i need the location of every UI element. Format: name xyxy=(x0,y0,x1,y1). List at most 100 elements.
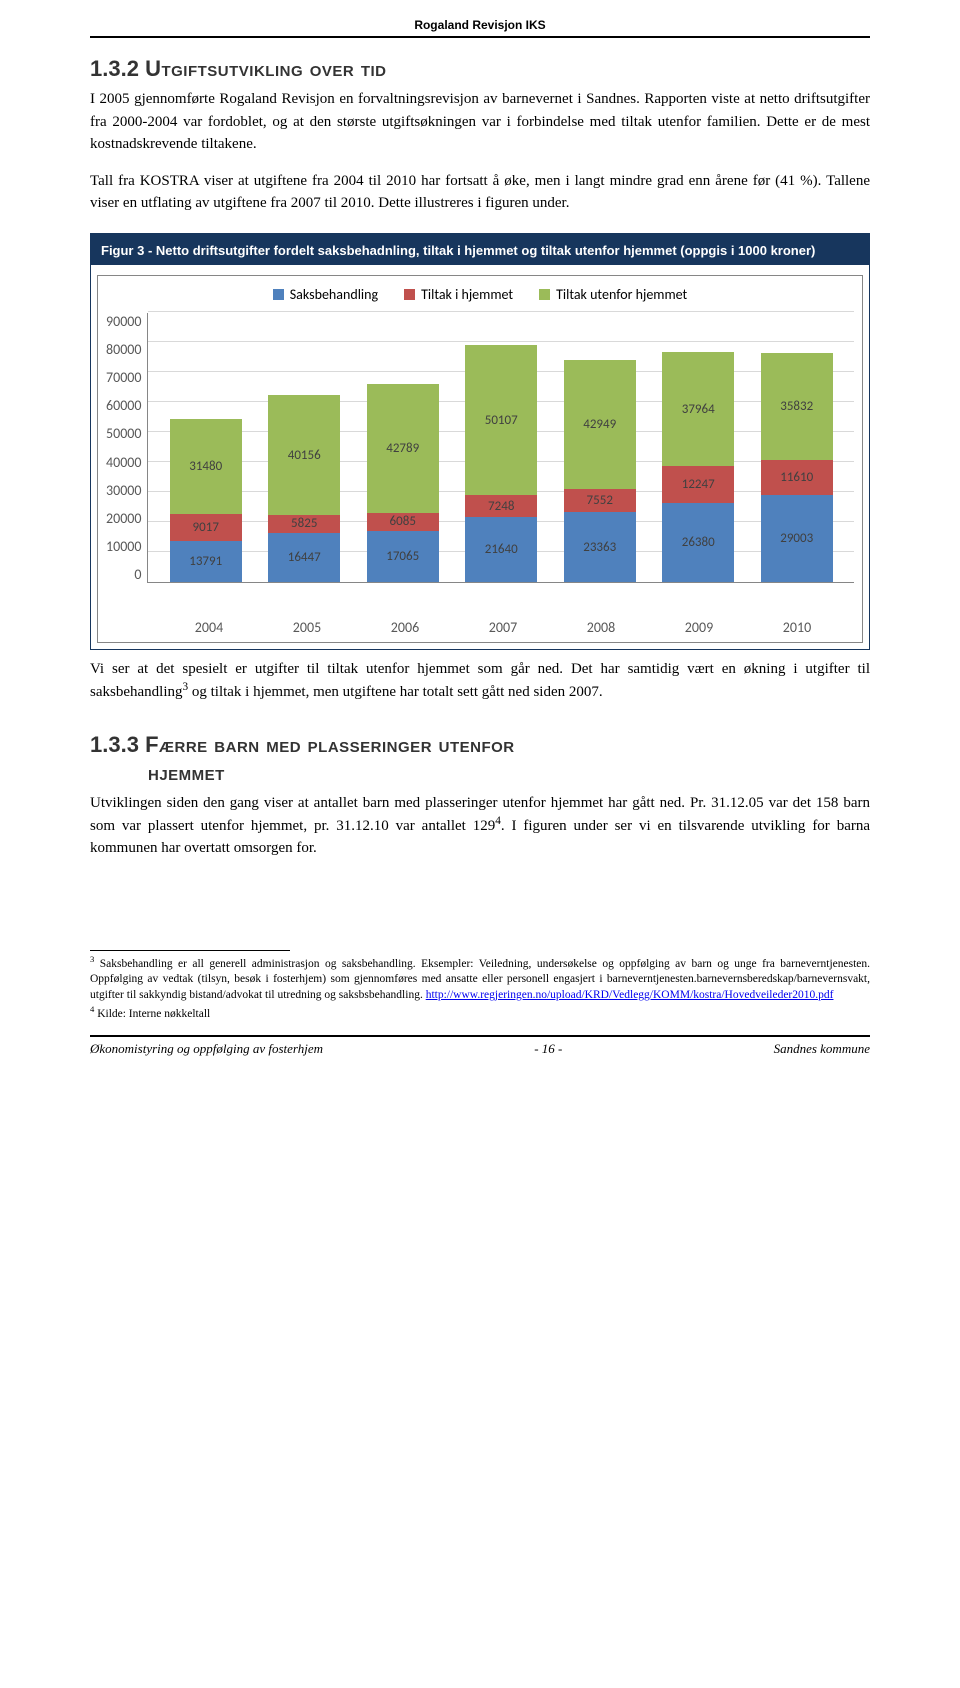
bar-value-label: 29003 xyxy=(780,531,813,546)
legend-item: Saksbehandling xyxy=(273,286,378,303)
x-tick-label: 2005 xyxy=(271,619,343,636)
footnote-3-link[interactable]: http://www.regjeringen.no/upload/KRD/Ved… xyxy=(426,989,834,1001)
bar-value-label: 16447 xyxy=(288,550,321,565)
bar-segment: 13791 xyxy=(170,541,242,582)
bar-segment: 31480 xyxy=(170,419,242,513)
bar-segment: 12247 xyxy=(662,466,734,503)
y-tick-label: 50000 xyxy=(106,425,141,442)
bar-segment: 23363 xyxy=(564,512,636,582)
bar-value-label: 5825 xyxy=(291,516,317,531)
bar-segment: 26380 xyxy=(662,503,734,582)
bar-column: 21640 7248 50107 xyxy=(465,345,537,582)
bar-value-label: 50107 xyxy=(485,413,518,428)
bar-segment: 7248 xyxy=(465,495,537,517)
bottom-rule xyxy=(90,1035,870,1037)
bar-value-label: 42789 xyxy=(386,441,419,456)
legend-item: Tiltak utenfor hjemmet xyxy=(539,286,687,303)
y-tick-label: 20000 xyxy=(106,510,141,527)
section-2-title-line1: Færre barn med plasseringer utenfor xyxy=(145,732,515,757)
x-tick-label: 2010 xyxy=(761,619,833,636)
y-tick-label: 40000 xyxy=(106,454,141,471)
x-tick-label: 2008 xyxy=(565,619,637,636)
legend-swatch xyxy=(539,289,550,300)
figure-3-box: Figur 3 - Netto driftsutgifter fordelt s… xyxy=(90,233,870,651)
section-2-heading: 1.3.3 Færre barn med plasseringer utenfo… xyxy=(90,731,870,786)
legend-item: Tiltak i hjemmet xyxy=(404,286,513,303)
bar-segment: 7552 xyxy=(564,489,636,512)
bar-segment: 21640 xyxy=(465,517,537,582)
section-1-num: 1.3.2 xyxy=(90,56,139,81)
bar-column: 29003 11610 35832 xyxy=(761,353,833,582)
bar-segment: 9017 xyxy=(170,514,242,541)
x-tick-label: 2007 xyxy=(467,619,539,636)
bar-segment: 50107 xyxy=(465,345,537,495)
bar-value-label: 35832 xyxy=(780,399,813,414)
after-figure-p: Vi ser at det spesielt er utgifter til t… xyxy=(90,658,870,703)
bar-segment: 29003 xyxy=(761,495,833,582)
bar-segment: 42789 xyxy=(367,384,439,512)
x-tick-label: 2004 xyxy=(173,619,245,636)
footer-right: Sandnes kommune xyxy=(774,1041,870,1057)
bar-value-label: 12247 xyxy=(682,477,715,492)
x-tick-label: 2006 xyxy=(369,619,441,636)
section-2-title-line2: hjemmet xyxy=(90,759,870,787)
chart-plot-area: 1379190173148016447582540156170656085427… xyxy=(147,313,854,583)
bar-segment: 16447 xyxy=(268,533,340,582)
bar-value-label: 9017 xyxy=(193,520,219,535)
section-2-num: 1.3.3 xyxy=(90,732,139,757)
bar-value-label: 42949 xyxy=(583,417,616,432)
bar-column: 26380 12247 37964 xyxy=(662,352,734,582)
x-tick-label: 2009 xyxy=(663,619,735,636)
footnote-4: 4 Kilde: Interne nøkkeltall xyxy=(90,1007,870,1023)
bar-segment: 5825 xyxy=(268,515,340,532)
footnote-3: 3 Saksbehandling er all generell adminis… xyxy=(90,957,870,1004)
section-1-p2: Tall fra KOSTRA viser at utgiftene fra 2… xyxy=(90,170,870,215)
footnote-separator xyxy=(90,950,290,951)
chart-container: Saksbehandling Tiltak i hjemmet Tiltak ute… xyxy=(97,275,863,643)
bar-segment: 11610 xyxy=(761,460,833,495)
bar-segment: 17065 xyxy=(367,531,439,582)
y-tick-label: 90000 xyxy=(106,313,141,330)
footer-left: Økonomistyring og oppfølging av fosterhj… xyxy=(90,1041,323,1057)
page-footer: Økonomistyring og oppfølging av fosterhj… xyxy=(90,1041,870,1057)
section-2-p: Utviklingen siden den gang viser at anta… xyxy=(90,792,870,860)
bar-segment: 37964 xyxy=(662,352,734,466)
bar-column: 16447582540156 xyxy=(268,395,340,582)
bar-value-label: 7552 xyxy=(587,493,613,508)
bar-value-label: 13791 xyxy=(189,554,222,569)
chart-y-axis: 0100002000030000400005000060000700008000… xyxy=(106,313,147,583)
section-1-title: Utgiftsutvikling over tid xyxy=(145,56,386,81)
bar-column: 13791 9017 31480 xyxy=(170,419,242,582)
y-tick-label: 30000 xyxy=(106,482,141,499)
bar-value-label: 23363 xyxy=(583,540,616,555)
footnote-4-text: Kilde: Interne nøkkeltall xyxy=(94,1008,210,1020)
y-tick-label: 10000 xyxy=(106,538,141,555)
bar-segment: 6085 xyxy=(367,513,439,531)
bar-value-label: 37964 xyxy=(682,402,715,417)
bar-column: 23363 7552 42949 xyxy=(564,360,636,582)
bar-column: 17065 6085 42789 xyxy=(367,384,439,582)
legend-label: Tiltak utenfor hjemmet xyxy=(556,286,687,303)
bar-value-label: 31480 xyxy=(189,459,222,474)
top-rule xyxy=(90,36,870,38)
bar-value-label: 6085 xyxy=(390,514,416,529)
footer-center: - 16 - xyxy=(534,1041,562,1057)
bar-segment: 42949 xyxy=(564,360,636,489)
legend-label: Saksbehandling xyxy=(290,286,378,303)
chart-legend: Saksbehandling Tiltak i hjemmet Tiltak ute… xyxy=(106,286,854,303)
y-tick-label: 80000 xyxy=(106,341,141,358)
y-tick-label: 60000 xyxy=(106,397,141,414)
y-tick-label: 0 xyxy=(134,566,141,583)
bar-value-label: 11610 xyxy=(780,470,813,485)
legend-swatch xyxy=(404,289,415,300)
bar-value-label: 17065 xyxy=(386,549,419,564)
bar-value-label: 21640 xyxy=(485,542,518,557)
after-figure-text-b: og tiltak i hjemmet, men utgiftene har t… xyxy=(188,684,603,700)
bar-value-label: 7248 xyxy=(488,499,514,514)
section-1-p1: I 2005 gjennomførte Rogaland Revisjon en… xyxy=(90,88,870,156)
bar-value-label: 26380 xyxy=(682,535,715,550)
figure-3-caption: Figur 3 - Netto driftsutgifter fordelt s… xyxy=(91,234,869,266)
chart-x-axis: 2004 2005 2006 2007 2008 2009 2010 xyxy=(152,613,854,636)
bar-segment: 35832 xyxy=(761,353,833,460)
legend-label: Tiltak i hjemmet xyxy=(421,286,513,303)
